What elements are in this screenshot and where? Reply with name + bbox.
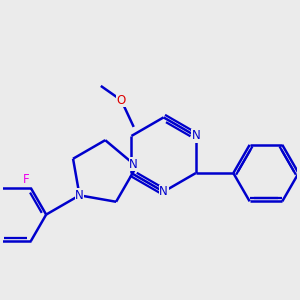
Text: N: N bbox=[159, 185, 168, 198]
Text: O: O bbox=[117, 94, 126, 107]
Text: N: N bbox=[191, 130, 200, 142]
Text: N: N bbox=[75, 189, 84, 202]
Text: N: N bbox=[129, 158, 138, 170]
Text: F: F bbox=[23, 173, 29, 186]
